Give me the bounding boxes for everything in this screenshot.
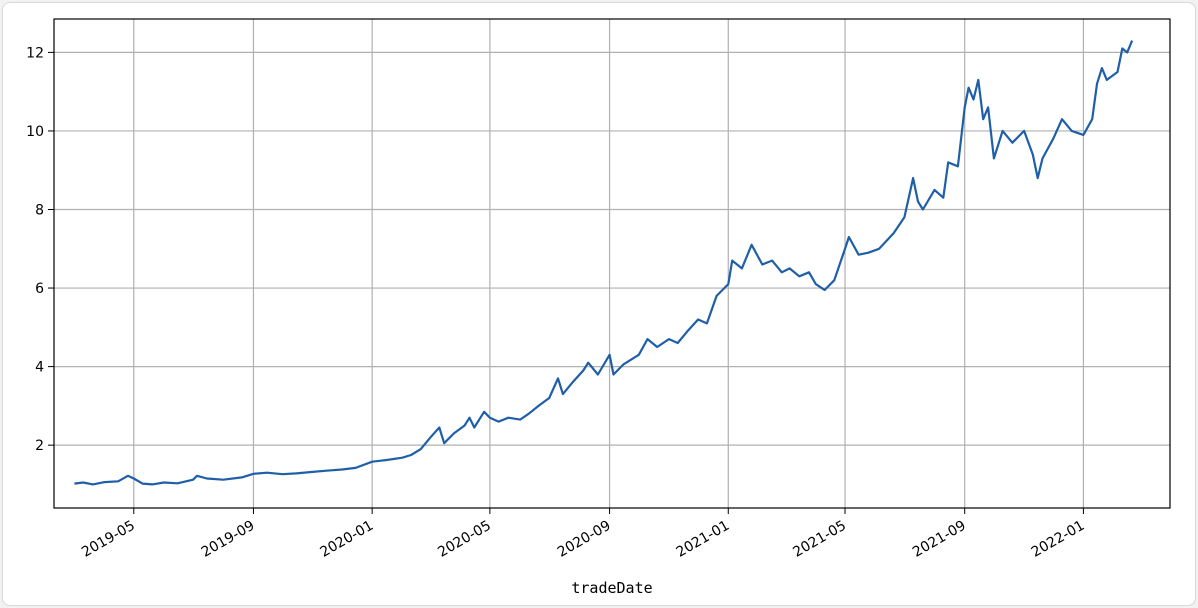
y-tick-label: 2 bbox=[35, 438, 44, 454]
series-line bbox=[74, 40, 1134, 486]
x-tick-label: 2021-01 bbox=[674, 518, 733, 561]
grid-lines bbox=[54, 19, 1170, 508]
y-tick-label: 10 bbox=[26, 124, 44, 140]
line-chart: 2019-05 2019-09 2020-01 2020-05 2020-09 2021-… bbox=[26, 18, 1171, 597]
x-axis-ticks: 2019-05 2019-09 2020-01 2020-05 2020-09 2021-… bbox=[79, 508, 1087, 561]
x-tick-label: 2020-09 bbox=[555, 518, 614, 561]
x-tick-label: 2019-05 bbox=[79, 518, 138, 561]
y-tick-label: 12 bbox=[26, 45, 44, 61]
x-tick-label: 2020-01 bbox=[317, 518, 376, 561]
y-axis-ticks: 2 4 6 8 10 12 bbox=[26, 45, 54, 454]
y-tick-label: 8 bbox=[35, 202, 44, 218]
x-axis-label: tradeDate bbox=[571, 579, 652, 597]
y-tick-label: 6 bbox=[35, 281, 44, 297]
y-tick-label: 4 bbox=[35, 360, 44, 376]
series-group bbox=[74, 40, 1134, 486]
x-tick-label: 2022-01 bbox=[1029, 518, 1088, 561]
x-tick-label: 2020-05 bbox=[435, 518, 494, 561]
x-tick-label: 2019-09 bbox=[199, 518, 258, 561]
plot-area-frame bbox=[53, 18, 1171, 509]
x-tick-label: 2021-05 bbox=[790, 518, 849, 561]
x-tick-label: 2021-09 bbox=[910, 518, 969, 561]
